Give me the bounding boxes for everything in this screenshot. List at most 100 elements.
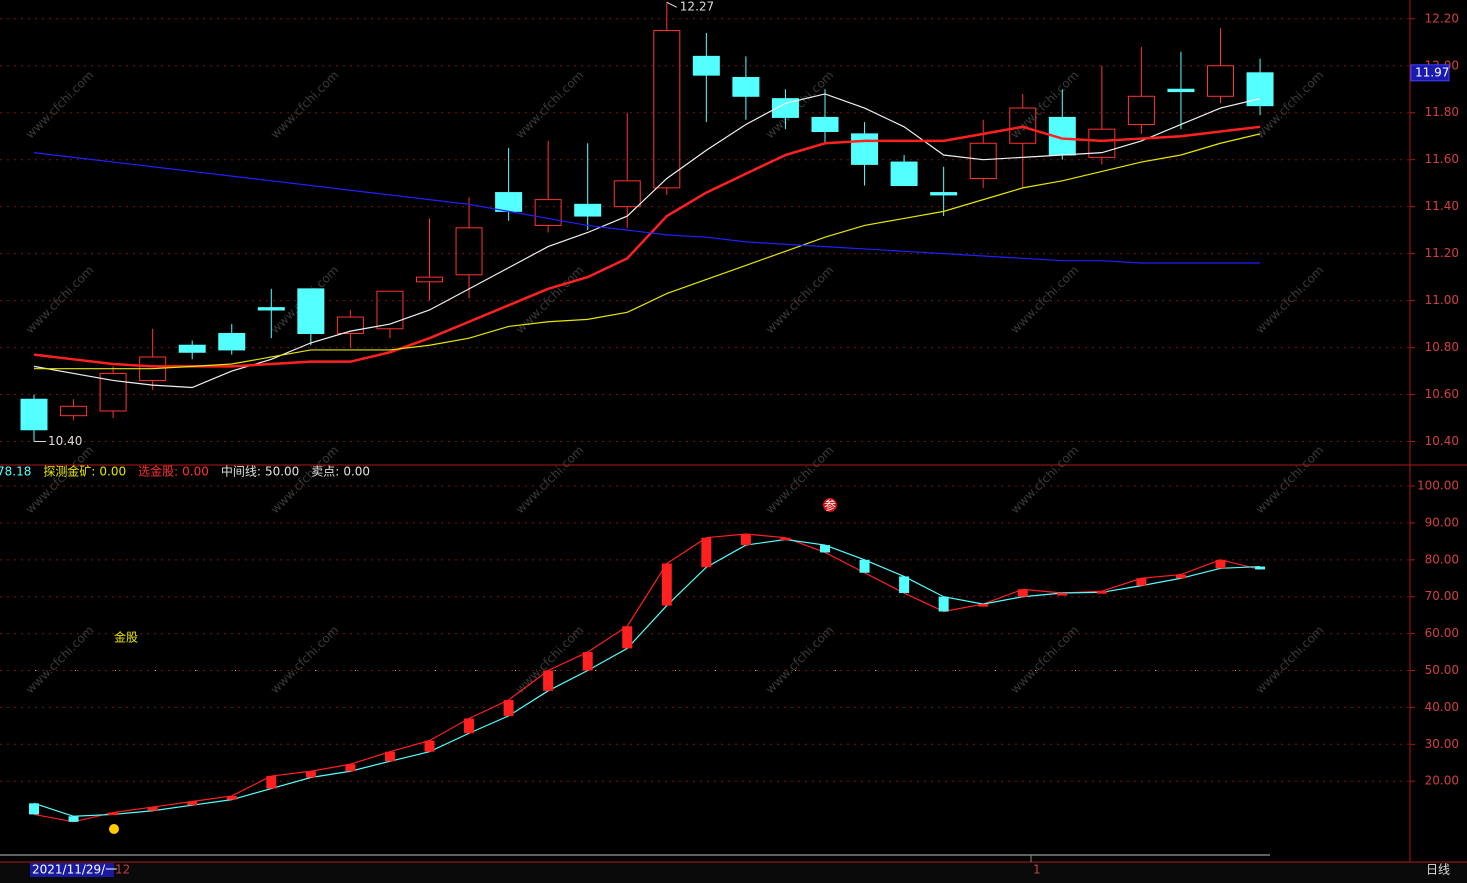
min-label: 10.40	[48, 434, 82, 448]
candle-body	[376, 290, 404, 330]
candle-body	[1088, 128, 1116, 158]
y-tick-label: 11.00	[1425, 293, 1459, 307]
last-price-box	[1410, 64, 1450, 82]
y-tick-label: 100.00	[1417, 479, 1459, 493]
y-tick-label: 11.20	[1425, 246, 1459, 260]
header-name: 卖点:	[311, 465, 339, 479]
signal-box	[582, 652, 593, 671]
candle-body	[60, 405, 88, 417]
y-tick-label: 11.80	[1425, 105, 1459, 119]
max-label: 12.27	[680, 0, 714, 14]
month-mark: 12	[115, 863, 130, 877]
signal-box	[503, 700, 514, 716]
candle-body	[20, 398, 48, 431]
signal-box	[384, 751, 395, 762]
candle-body	[99, 372, 127, 412]
signal-box	[740, 533, 751, 546]
signal-box	[266, 776, 277, 789]
signal-box	[701, 537, 712, 568]
y-tick-label: 70.00	[1425, 589, 1459, 603]
signal-box	[859, 559, 870, 573]
header-value: 0.00	[99, 465, 126, 479]
y-tick-label: 40.00	[1425, 700, 1459, 714]
signal-box	[938, 596, 949, 612]
last-price: 11.97	[1415, 65, 1449, 79]
candle-body	[890, 161, 918, 187]
signal-box	[1136, 578, 1147, 586]
signal-box	[978, 604, 989, 607]
series-line	[33, 533, 1261, 823]
signal-box	[780, 537, 791, 541]
signal-box	[1096, 591, 1107, 594]
candle-body	[416, 276, 443, 283]
header-value: 78.18	[0, 465, 31, 479]
y-tick-label: 10.40	[1425, 434, 1459, 448]
y-tick-label: 11.60	[1425, 152, 1459, 166]
annotation: 金股	[114, 630, 138, 645]
signal-box	[464, 718, 475, 734]
date-box	[30, 863, 114, 877]
candle-body	[1167, 88, 1195, 93]
candle-body	[1207, 65, 1234, 97]
signal-box	[1057, 593, 1068, 596]
candle-body	[495, 192, 523, 212]
series-line	[34, 133, 1261, 370]
y-tick-label: 10.80	[1425, 340, 1459, 354]
marker-icon	[823, 498, 837, 512]
signal-box	[187, 801, 198, 806]
signal-box	[1255, 566, 1266, 570]
candle-body	[574, 203, 602, 217]
signal-box	[226, 795, 237, 800]
signal-box	[899, 576, 910, 594]
y-tick-label: 12.20	[1425, 11, 1459, 25]
signal-box	[1017, 589, 1028, 597]
series-line	[33, 125, 1261, 368]
signal-box	[622, 626, 633, 649]
y-tick-label: 80.00	[1425, 552, 1459, 566]
date: 2021/11/29/一	[32, 863, 117, 877]
signal-box	[305, 771, 316, 778]
y-tick-label: 20.00	[1425, 774, 1459, 788]
footer-bar	[0, 862, 1467, 883]
candle-body	[534, 199, 562, 226]
signal-box	[108, 812, 119, 816]
candle-body	[771, 98, 799, 118]
candle-body	[1009, 107, 1037, 144]
y-tick-label: 11.40	[1425, 199, 1459, 213]
header-value: 0.00	[343, 465, 370, 479]
signal-box	[1175, 574, 1186, 579]
candle-body	[851, 133, 879, 165]
y-tick-label: 30.00	[1425, 737, 1459, 751]
signal-box	[68, 816, 79, 822]
signal-box	[147, 807, 158, 811]
signal-box	[29, 803, 39, 815]
header-name: 选金股:	[138, 464, 178, 479]
series-line	[33, 152, 1261, 264]
candle-body	[455, 227, 483, 276]
candle-body	[218, 332, 246, 351]
series-line	[33, 93, 1261, 389]
signal-box	[543, 670, 554, 691]
header-value: 0.00	[182, 465, 209, 479]
signal-box	[661, 563, 672, 606]
annotation: 参	[824, 498, 836, 513]
max-arrow	[666, 1, 678, 8]
candle-body	[613, 180, 641, 208]
candle-body	[1127, 95, 1155, 125]
y-tick-label: 10.60	[1425, 387, 1459, 401]
signal-box	[1215, 559, 1226, 569]
header-name: 探测金矿:	[43, 464, 95, 479]
y-tick-label: 50.00	[1425, 663, 1459, 677]
candle-body	[811, 116, 839, 133]
period: 日线	[1426, 863, 1450, 877]
candle-body	[257, 307, 285, 311]
series-line	[33, 538, 1261, 817]
candle-body	[732, 77, 760, 97]
marker-dot	[109, 824, 119, 834]
signal-box	[424, 740, 435, 752]
month-mark: 1	[1033, 863, 1041, 877]
signal-box	[345, 764, 356, 772]
candle-body	[653, 30, 681, 189]
